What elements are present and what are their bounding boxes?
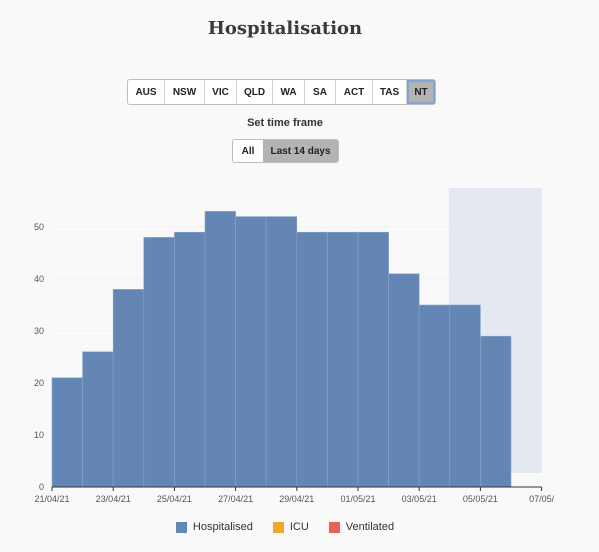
legend-item-ventilated[interactable]: Ventilated (328, 521, 395, 533)
bar-29/04/21 (296, 231, 328, 488)
bar-22/04/21 (82, 351, 114, 488)
bar-05/05/21 (480, 335, 512, 488)
bar-03/05/21 (418, 304, 451, 488)
y-tick-label: 0 (39, 482, 44, 492)
x-tick-label: 21/04/21 (34, 494, 69, 504)
region-button-vic[interactable]: VIC (205, 80, 237, 104)
region-button-tas[interactable]: TAS (373, 80, 407, 104)
x-tick-label: 03/05/21 (402, 494, 437, 504)
region-button-nt[interactable]: NT (407, 80, 435, 104)
bar-30/04/21 (327, 231, 359, 488)
region-button-wa[interactable]: WA (273, 80, 305, 104)
region-button-aus[interactable]: AUS (128, 80, 165, 104)
x-tick-label: 01/05/21 (340, 494, 375, 504)
chart-legend: Hospitalised ICU Ventilated (0, 521, 570, 533)
y-tick-label: 10 (34, 430, 44, 440)
region-button-act[interactable]: ACT (336, 80, 373, 104)
timeframe-label: Set time frame (247, 117, 323, 129)
x-tick-label: 05/05/21 (463, 494, 498, 504)
region-button-qld[interactable]: QLD (237, 80, 273, 104)
x-tick-label: 07/05/ (529, 494, 555, 504)
bar-25/04/21 (174, 231, 206, 488)
x-tick-label: 23/04/21 (96, 494, 131, 504)
bar-24/04/21 (143, 237, 175, 488)
region-button-sa[interactable]: SA (305, 80, 336, 104)
legend-label: ICU (289, 521, 309, 533)
legend-label: Ventilated (345, 521, 395, 533)
bar-26/04/21 (204, 211, 236, 488)
y-tick-label: 50 (34, 222, 44, 232)
legend-swatch (328, 521, 340, 533)
timeframe-selector: All Last 14 days (232, 139, 339, 163)
bar-27/04/21 (235, 216, 267, 488)
bar-21/04/21 (51, 377, 83, 488)
y-tick-label: 20 (34, 378, 44, 388)
legend-swatch (175, 521, 187, 533)
y-tick-label: 40 (34, 274, 44, 284)
x-tick-label: 29/04/21 (279, 494, 314, 504)
legend-item-icu[interactable]: ICU (272, 521, 309, 533)
y-tick-label: 30 (34, 326, 44, 336)
hospitalisation-chart: 0 10 20 30 40 50 21/04/21 23/04/21 25/04/21 27/04… (34, 188, 555, 504)
bar-01/05/21 (357, 231, 389, 488)
bar-23/04/21 (112, 289, 145, 488)
bar-28/04/21 (265, 216, 298, 488)
timeframe-last-14-days-button[interactable]: Last 14 days (263, 140, 338, 162)
x-tick-label: 27/04/21 (218, 494, 253, 504)
legend-item-hospitalised[interactable]: Hospitalised (175, 521, 253, 533)
legend-swatch (272, 521, 284, 533)
legend-label: Hospitalised (192, 521, 253, 533)
bar-02/05/21 (388, 273, 420, 488)
bar-04/05/21 (449, 304, 481, 488)
region-button-nsw[interactable]: NSW (165, 80, 205, 104)
region-selector: AUS NSW VIC QLD WA SA ACT TAS NT (127, 79, 436, 105)
x-tick-label: 25/04/21 (157, 494, 192, 504)
timeframe-all-button[interactable]: All (233, 140, 263, 162)
chart-title: Hospitalisation (207, 18, 363, 39)
